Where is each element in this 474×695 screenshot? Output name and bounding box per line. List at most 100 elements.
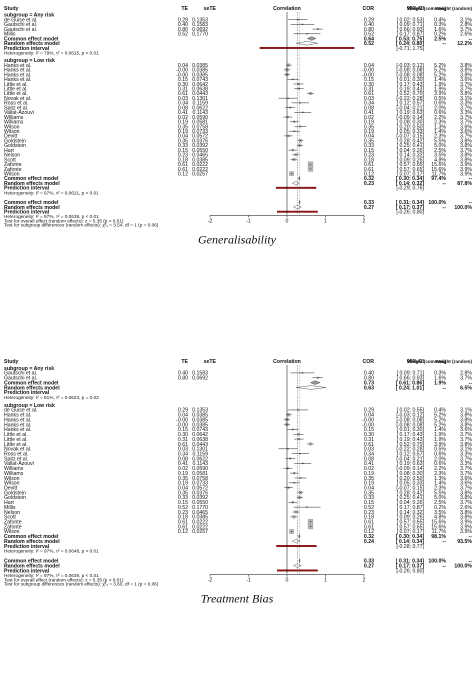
study-weight-random: 3.7% (460, 87, 472, 93)
study-cor: 0.61 (364, 162, 374, 168)
study-cor: 0.15 (364, 427, 374, 433)
study-cor: -0.00 (362, 68, 374, 74)
study-sete: 0.0392 (192, 143, 208, 149)
study-te: 0.15 (178, 77, 188, 83)
study-weight-common: 5.2% (434, 417, 446, 423)
subgroup-random-effects-cor: 0.24 (364, 539, 374, 545)
study-weight-random: 3.7% (460, 456, 472, 462)
study-sete: 0.0572 (192, 486, 208, 492)
x-axis-tick-label: -1 (246, 218, 251, 224)
study-sete: 0.0692 (192, 376, 208, 382)
study-cor: 0.03 (364, 447, 374, 453)
study-te: 0.61 (178, 520, 188, 526)
study-cor: -0.00 (362, 72, 374, 78)
study-weight-random: 3.3% (460, 461, 472, 467)
study-te: 0.35 (178, 490, 188, 496)
study-name: Millis (4, 505, 16, 511)
subgroup-heading: subgroup = Low risk (4, 403, 55, 409)
study-weight-random: 3.1% (460, 408, 472, 414)
study-name: Zafonte (4, 520, 22, 526)
study-cor: 0.30 (364, 82, 374, 88)
subgroup-heading: subgroup = Low risk (4, 58, 55, 64)
study-weight-common: 5.2% (434, 68, 446, 74)
study-weight-random: 3.8% (460, 72, 472, 78)
study-cor: 0.33 (364, 495, 374, 501)
study-ci: [-0.03; 0.12] (396, 413, 424, 419)
study-weight-random: 3.6% (460, 129, 472, 135)
study-name: Goldstein (4, 138, 26, 144)
study-ci: [ 0.52; 0.70] (397, 442, 425, 448)
study-cor: 0.23 (364, 153, 374, 159)
study-name: Goldstein (4, 490, 26, 496)
study-sete: 0.1353 (192, 17, 208, 23)
subgroup-random-effects-weight-common: -- (443, 385, 447, 391)
study-cor: 0.31 (364, 87, 374, 93)
study-cor: 0.18 (364, 515, 374, 521)
subgroup-differences-test: Test for subgroup differences (random ef… (4, 582, 159, 587)
study-cor: 0.61 (364, 91, 374, 97)
study-te: 0.15 (178, 427, 188, 433)
overall-common-effect-weight-random: -- (469, 200, 473, 206)
study-weight-random: 3.7% (460, 376, 472, 382)
study-cor: 0.35 (364, 124, 374, 130)
study-te: 0.61 (178, 442, 188, 448)
subgroup-heterogeneity: Heterogeneity: I² = 97%, τ² = 0.0648, p … (4, 549, 99, 554)
study-ci: [ 0.14; 0.32] (397, 510, 425, 516)
study-sete: 0.1301 (192, 96, 208, 102)
subgroup-common-effect-ci: [ 0.30; 0.34] (396, 176, 425, 182)
x-axis-tick-label: 2 (363, 218, 366, 224)
study-name: Wilson (4, 124, 20, 130)
study-te: 0.04 (178, 413, 188, 419)
study-te: 0.29 (178, 17, 188, 23)
column-header-correlation: Correlation (273, 6, 301, 12)
overall-common-effect-ci: [ 0.31; 0.34] (396, 200, 425, 206)
study-weight-common: 2.2% (434, 466, 446, 472)
study-te: 0.33 (178, 143, 188, 149)
column-header-sete: seTE (204, 6, 217, 12)
study-weight-random: 3.1% (460, 96, 472, 102)
study-weight-common: 2.2% (434, 115, 446, 121)
overall-prediction-interval-ci: [-0.26; 0.80] (396, 210, 424, 216)
study-sete: 0.0257 (192, 171, 208, 177)
study-weight-common: 3.9% (434, 442, 446, 448)
study-te: 0.19 (178, 120, 188, 126)
study-weight-random: 3.7% (460, 486, 472, 492)
study-te: -0.00 (176, 72, 188, 78)
study-weight-random: 3.1% (460, 447, 472, 453)
study-weight-common: 5.0% (434, 143, 446, 149)
study-weight-random: 2.8% (460, 371, 472, 377)
study-weight-random: 3.3% (460, 451, 472, 457)
study-cor: 0.80 (364, 376, 374, 382)
overall-common-effect-cor: 0.33 (364, 559, 374, 565)
study-cor: -0.00 (362, 422, 374, 428)
study-cor: 0.40 (364, 371, 374, 377)
study-weight-common: 1.9% (434, 437, 446, 443)
study-weight-random: 3.8% (460, 63, 472, 69)
study-te: 0.61 (178, 167, 188, 173)
study-sete: 0.0222 (192, 524, 208, 530)
subgroup-random-effects-cor: 0.23 (364, 181, 374, 187)
study-cor: 0.19 (364, 481, 374, 487)
study-sete: 0.1159 (193, 451, 209, 457)
study-ci: [ 0.07; 0.17] (397, 529, 425, 535)
study-ci: [ 0.09; 0.26] (397, 515, 425, 521)
study-weight-random: 3.7% (460, 134, 472, 140)
study-ci: [ 0.17; 0.43] (397, 432, 425, 438)
subgroup-prediction-interval-ci: [-0.29; 0.76] (396, 186, 424, 192)
study-weight-common: 2.0% (434, 456, 446, 462)
study-ci: [ 0.19; 0.43] (397, 87, 425, 93)
study-weight-common: 1.6% (434, 27, 446, 33)
study-weight-random: 3.6% (460, 124, 472, 130)
study-weight-random: 3.3% (460, 110, 472, 116)
study-weight-random: 3.9% (460, 171, 472, 177)
study-weight-common: 2.3% (434, 134, 446, 140)
study-te: 0.61 (178, 524, 188, 530)
study-ci: [ 0.02; 0.55] (397, 408, 425, 414)
study-name: Hanks et al. (4, 68, 31, 74)
study-te: 0.35 (178, 124, 188, 130)
study-te: 0.19 (178, 481, 188, 487)
subgroup-prediction-interval-label: Prediction interval (4, 390, 50, 396)
study-name: Gautschi et al. (4, 22, 37, 28)
overall-random-effects-ci: [ 0.17; 0.37] (396, 205, 425, 211)
subgroup-random-effects-ci: [ 0.24; 0.80] (396, 41, 425, 47)
